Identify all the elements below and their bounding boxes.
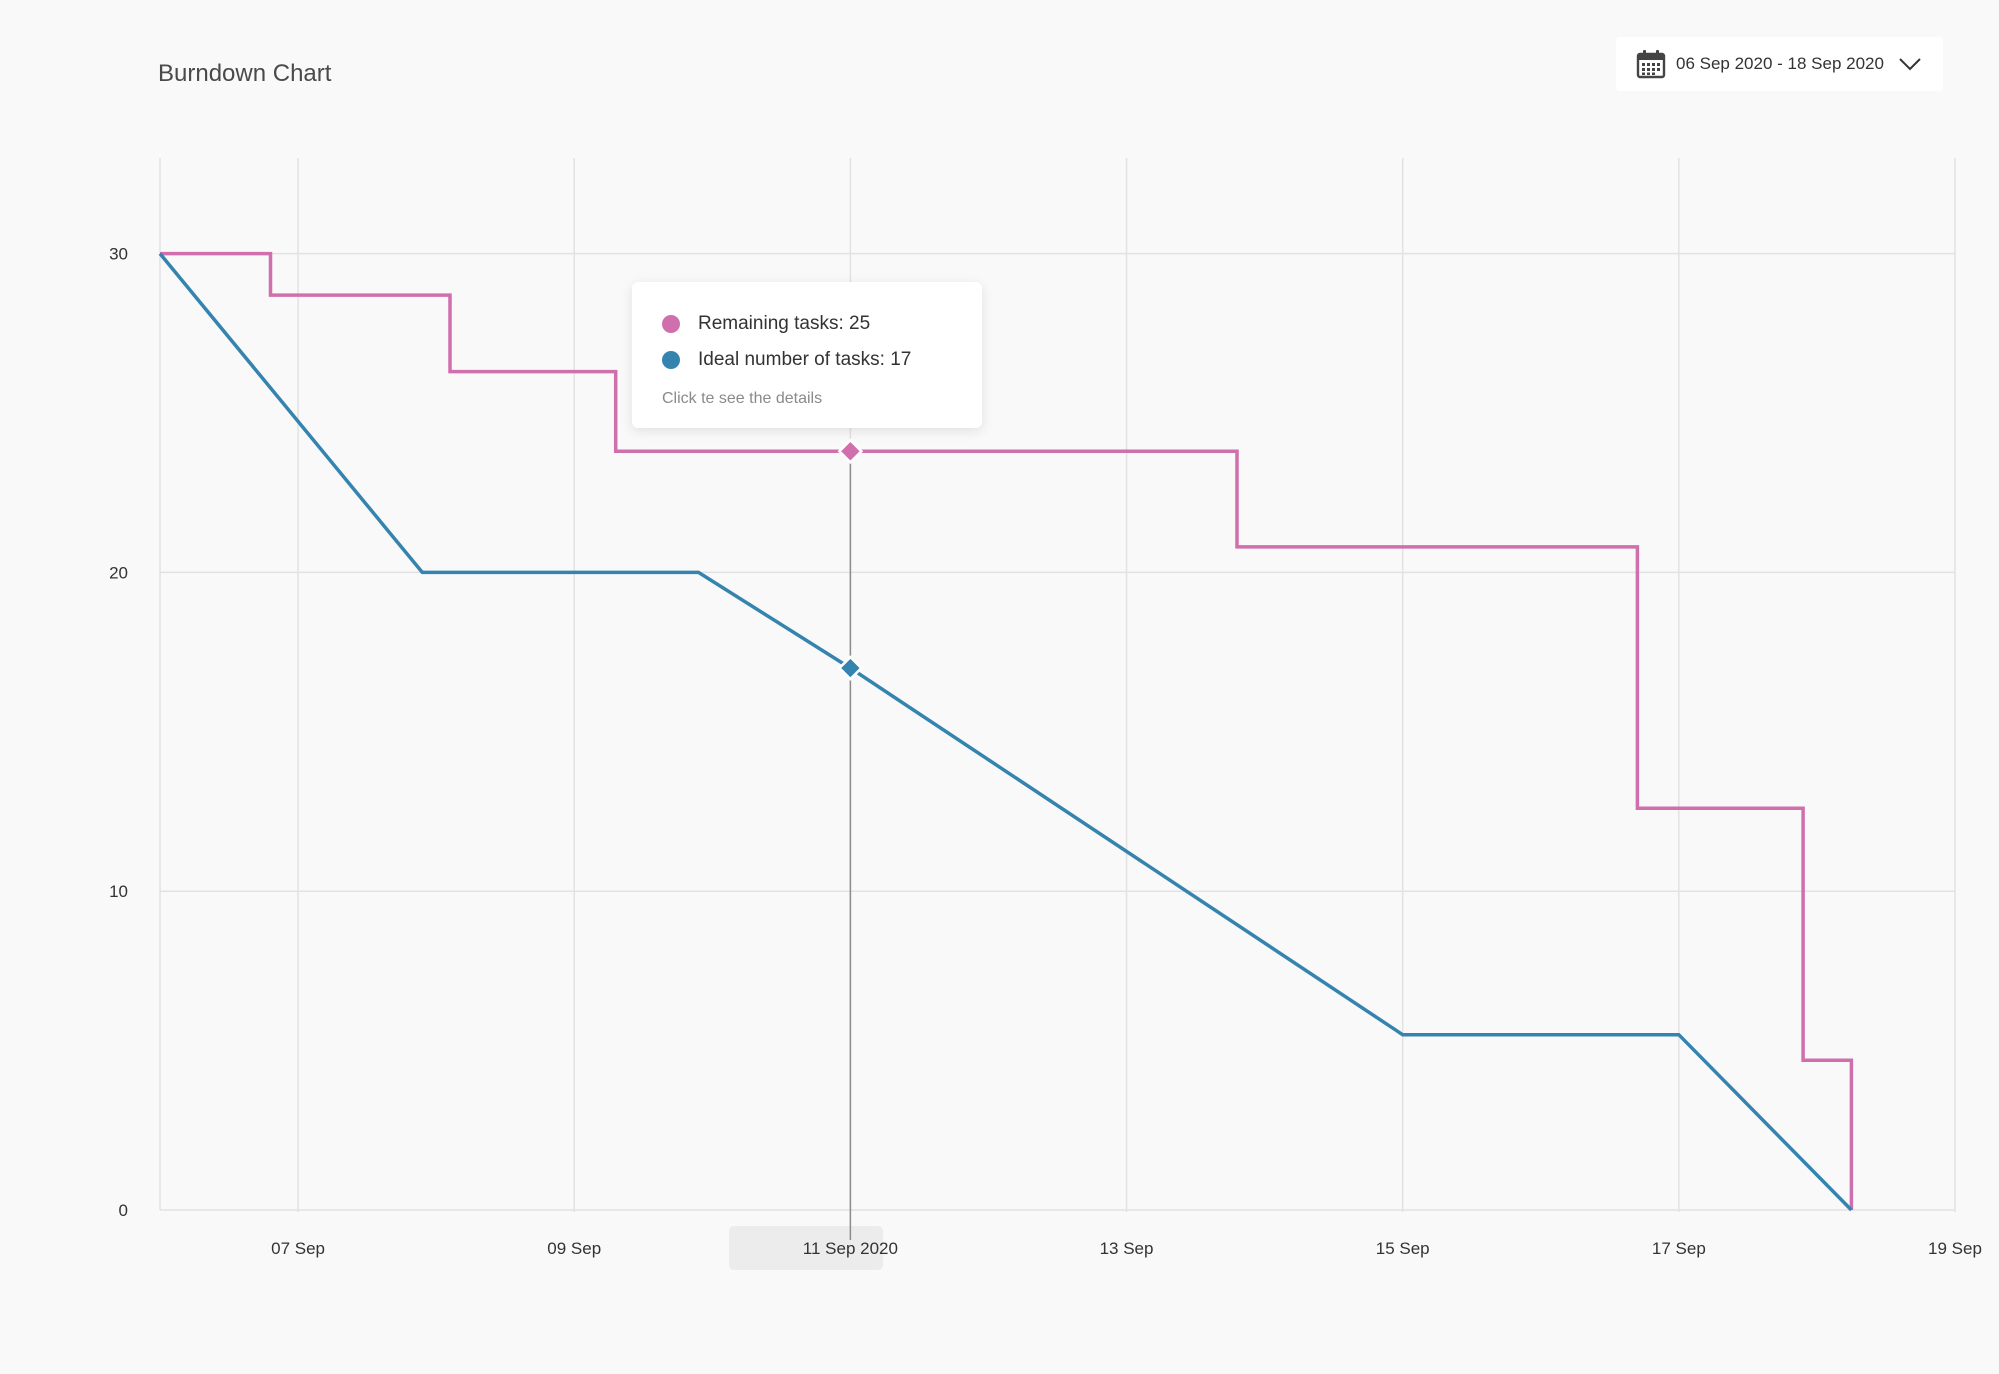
x-tick-label: 17 Sep xyxy=(1652,1239,1706,1258)
remaining-tasks-marker xyxy=(837,438,864,465)
ideal-legend-dot xyxy=(662,351,680,369)
ideal-tasks-marker xyxy=(837,655,864,681)
ideal-tasks-line xyxy=(158,252,1853,1212)
page-title: Burndown Chart xyxy=(158,60,332,87)
highlighted-x-label-background xyxy=(729,1226,883,1270)
x-tick-label: 11 Sep 2020 xyxy=(803,1239,898,1258)
x-tick-label: 15 Sep xyxy=(1376,1239,1430,1258)
date-range-picker[interactable]: 06 Sep 2020 - 18 Sep 2020 xyxy=(1616,37,1943,91)
tooltip-ideal-text: Ideal number of tasks: 17 xyxy=(698,349,912,370)
tooltip-remaining-text: Remaining tasks: 25 xyxy=(698,313,871,334)
tooltip-hint[interactable]: Click te see the details xyxy=(662,390,823,407)
y-tick-label: 30 xyxy=(109,245,128,264)
tooltip-row-ideal: Ideal number of tasks: 17 xyxy=(662,342,982,378)
x-tick-label: 07 Sep xyxy=(271,1239,325,1258)
date-range-label: 06 Sep 2020 - 18 Sep 2020 xyxy=(1676,54,1884,73)
chevron-down-icon[interactable] xyxy=(1898,56,1922,72)
remaining-legend-dot xyxy=(662,315,680,333)
x-tick-label: 13 Sep xyxy=(1100,1239,1154,1258)
x-tick-label: 19 Sep xyxy=(1928,1239,1982,1258)
calendar-icon xyxy=(1636,50,1666,79)
tooltip-row-remaining: Remaining tasks: 25 xyxy=(662,306,982,342)
y-tick-label: 20 xyxy=(109,563,128,582)
y-tick-label: 0 xyxy=(119,1201,128,1220)
x-tick-label: 09 Sep xyxy=(547,1239,601,1258)
y-tick-label: 10 xyxy=(109,882,128,901)
remaining-tasks-line xyxy=(160,251,1854,1210)
chart-tooltip[interactable]: Remaining tasks: 25 Ideal number of task… xyxy=(632,282,982,428)
